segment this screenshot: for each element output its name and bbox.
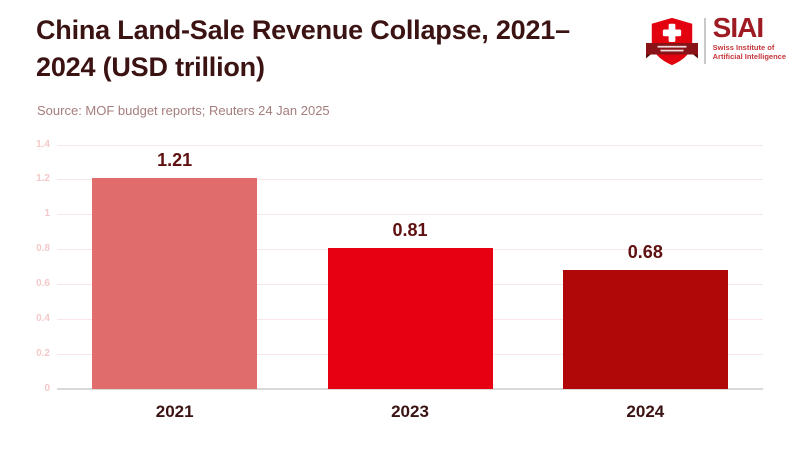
x-axis-label: 2023 [391,402,429,421]
logo-subtitle-line-2: Artificial Intelligence [712,51,786,61]
y-tick-label: 0.4 [36,312,50,324]
logo-text: SIAI Swiss Institute of Artificial Intel… [713,14,786,61]
page-title: China Land-Sale Revenue Collapse, 2021– … [36,12,646,86]
y-tick-label: 1 [44,208,50,220]
x-axis-label: 2021 [155,402,194,421]
title-line-1: China Land-Sale Revenue Collapse, 2021– [36,15,570,45]
bar [562,270,728,389]
source-note: Source: MOF budget reports; Reuters 24 J… [37,103,330,118]
x-axis-label: 2024 [626,402,665,421]
y-tick-label: 1.2 [36,173,50,185]
x-axis-baseline [57,388,763,390]
logo-wordmark: SIAI [712,12,764,43]
logo-divider [703,18,706,64]
bar-value-label: 0.81 [392,219,428,240]
logo-subtitle-line-1: Swiss Institute of [712,43,775,52]
bar-value-label: 1.21 [157,150,193,171]
logo-subtitle: Swiss Institute of Artificial Intelligen… [712,43,786,61]
gridline [57,179,763,181]
bar [92,178,258,389]
y-tick-label: 0 [44,382,50,394]
y-tick-label: 0.6 [36,277,50,289]
y-tick-label: 1.4 [36,138,50,150]
bar [327,247,493,389]
gridline [57,144,763,146]
siai-shield-icon [645,17,698,66]
title-line-2: 2024 (USD trillion) [36,52,265,82]
siai-logo: SIAI Swiss Institute of Artificial Intel… [645,14,786,68]
gridline [57,214,763,216]
y-tick-label: 0.2 [36,347,50,359]
bar-value-label: 0.68 [627,242,663,263]
y-tick-label: 0.8 [36,243,50,255]
